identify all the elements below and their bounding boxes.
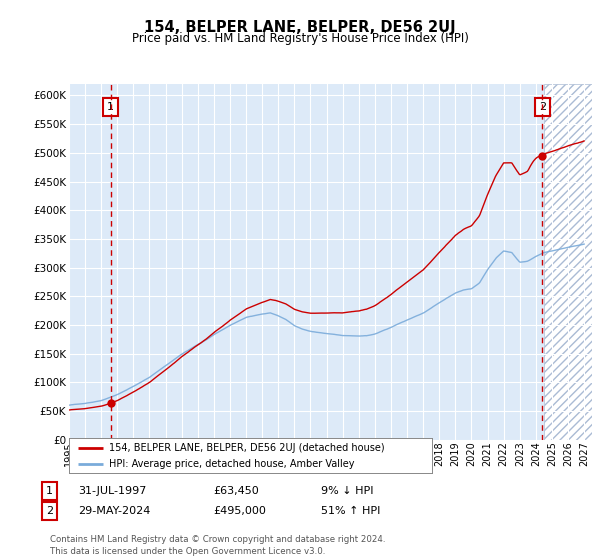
Text: 2: 2 <box>46 506 53 516</box>
Text: 1: 1 <box>46 486 53 496</box>
Text: Contains HM Land Registry data © Crown copyright and database right 2024.
This d: Contains HM Land Registry data © Crown c… <box>50 535 385 556</box>
Text: 1: 1 <box>107 102 114 112</box>
Text: HPI: Average price, detached house, Amber Valley: HPI: Average price, detached house, Ambe… <box>109 459 355 469</box>
Text: 51% ↑ HPI: 51% ↑ HPI <box>321 506 380 516</box>
Text: £63,450: £63,450 <box>213 486 259 496</box>
Bar <box>544 84 592 440</box>
Text: 9% ↓ HPI: 9% ↓ HPI <box>321 486 373 496</box>
Text: £495,000: £495,000 <box>213 506 266 516</box>
Text: 2: 2 <box>539 102 546 112</box>
Bar <box>544 84 592 440</box>
Text: 154, BELPER LANE, BELPER, DE56 2UJ: 154, BELPER LANE, BELPER, DE56 2UJ <box>144 20 456 35</box>
Text: 31-JUL-1997: 31-JUL-1997 <box>78 486 146 496</box>
Text: 154, BELPER LANE, BELPER, DE56 2UJ (detached house): 154, BELPER LANE, BELPER, DE56 2UJ (deta… <box>109 442 385 452</box>
Text: Price paid vs. HM Land Registry's House Price Index (HPI): Price paid vs. HM Land Registry's House … <box>131 32 469 45</box>
Text: 29-MAY-2024: 29-MAY-2024 <box>78 506 151 516</box>
